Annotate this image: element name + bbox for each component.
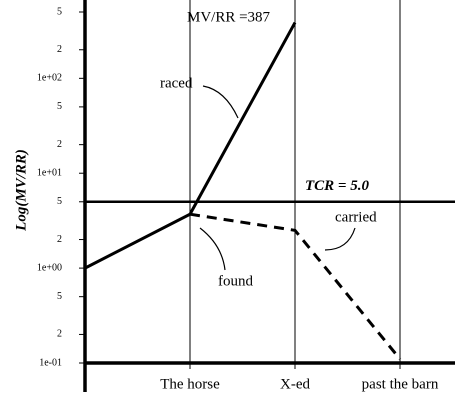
y-tick-label: 5: [57, 6, 62, 17]
y-axis-label: Log(MV/RR): [13, 149, 29, 232]
series-line: [84, 21, 297, 270]
arrow: [324, 227, 356, 251]
annotation: carried: [335, 209, 377, 225]
y-tick-label: 1e+00: [37, 262, 62, 273]
y-tick-label: 5: [57, 101, 62, 112]
y-tick-label: 5: [57, 291, 62, 302]
y-tick-label: 2: [57, 139, 62, 150]
y-tick-label: 2: [57, 329, 62, 340]
x-tick-label: The horse: [160, 376, 220, 392]
y-tick-label: 1e+01: [37, 168, 62, 179]
y-tick-label: 2: [57, 44, 62, 55]
y-tick-label: 1e+02: [37, 73, 62, 84]
annotation: MV/RR =387: [187, 9, 271, 25]
x-tick-label: X-ed: [280, 376, 310, 392]
arrow: [202, 85, 239, 119]
arrow: [199, 227, 226, 271]
y-tick-label: 1e-01: [39, 357, 62, 368]
reference-label: TCR = 5.0: [305, 178, 369, 194]
y-tick-label: 5: [57, 196, 62, 207]
x-tick-label: past the barn: [362, 376, 439, 392]
series-label: found: [218, 273, 253, 289]
series-line: [189, 212, 402, 361]
y-tick-label: 2: [57, 234, 62, 245]
annotation: raced: [160, 75, 193, 91]
